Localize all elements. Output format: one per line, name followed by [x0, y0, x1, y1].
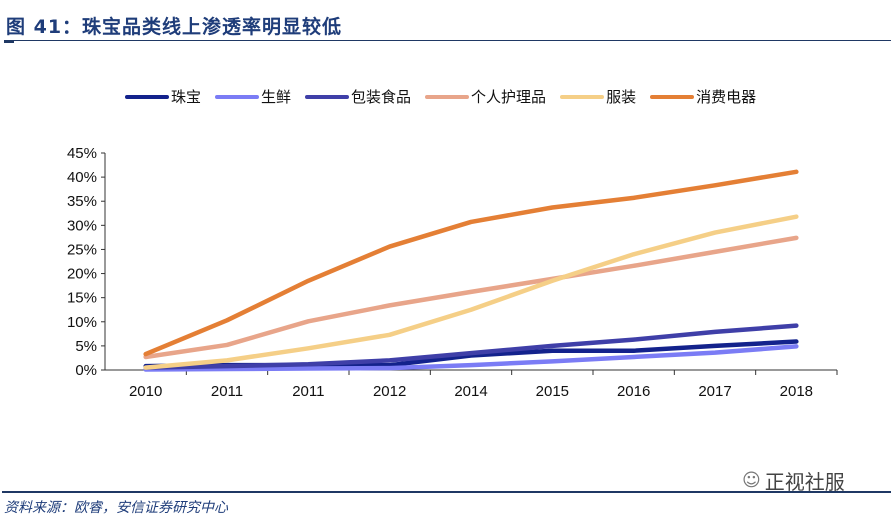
legend-label: 包装食品	[351, 88, 412, 106]
legend-item: 生鲜	[215, 86, 291, 107]
legend-label: 珠宝	[171, 88, 202, 106]
y-tick-label: 10%	[67, 314, 97, 331]
watermark-text: 正视社服	[764, 470, 845, 494]
legend-swatch	[215, 94, 260, 99]
x-tick-label: 2014	[454, 383, 487, 400]
legend-swatch	[650, 94, 695, 99]
chart-legend: 珠宝 生鲜 包装食品 个人护理品 服装 消费电器	[125, 86, 756, 107]
legend-item: 珠宝	[125, 86, 201, 107]
y-tick-label: 20%	[67, 266, 97, 283]
legend-label: 服装	[606, 88, 637, 106]
x-tick-label: 2010	[129, 383, 162, 400]
legend-label: 消费电器	[696, 88, 757, 106]
y-tick-label: 35%	[67, 193, 97, 210]
x-tick-label: 2017	[698, 383, 731, 400]
x-tick-label: 2011	[292, 383, 324, 400]
figure-title: 图 41：珠宝品类线上渗透率明显较低	[6, 16, 343, 38]
legend-swatch	[425, 94, 470, 99]
y-tick-label: 15%	[67, 290, 97, 307]
legend-swatch	[560, 94, 605, 99]
x-tick-label: 2018	[780, 383, 813, 400]
series-line-2	[143, 323, 799, 370]
x-tick-label: 2012	[373, 383, 406, 400]
series-line-3	[143, 235, 799, 360]
legend-swatch	[305, 94, 350, 99]
y-tick-label: 5%	[75, 338, 97, 355]
header-divider	[4, 40, 891, 41]
legend-item: 包装食品	[305, 86, 411, 107]
footer-divider	[2, 491, 891, 493]
y-tick-label: 30%	[67, 217, 97, 234]
wechat-icon: ☺	[742, 470, 761, 491]
y-tick-label: 0%	[75, 362, 97, 379]
series-line-4	[143, 214, 799, 370]
header-divider-mark	[4, 40, 14, 43]
legend-label: 生鲜	[261, 88, 292, 106]
legend-item: 消费电器	[650, 86, 756, 107]
legend-item: 服装	[560, 86, 636, 107]
x-tick-label: 2015	[536, 383, 569, 400]
y-tick-label: 45%	[67, 145, 97, 162]
x-tick-label: 2016	[617, 383, 650, 400]
x-tick-label: 2011	[211, 383, 243, 400]
y-tick-label: 25%	[67, 241, 97, 258]
y-tick-label: 40%	[67, 169, 97, 186]
series-line-5	[143, 169, 799, 357]
legend-item: 个人护理品	[425, 86, 546, 107]
legend-label: 个人护理品	[471, 88, 547, 106]
source-note: 资料来源：欧睿，安信证券研究中心	[4, 500, 228, 516]
series-line-1	[143, 344, 799, 372]
legend-swatch	[125, 94, 169, 99]
watermark: ☺ 正视社服	[742, 466, 845, 495]
